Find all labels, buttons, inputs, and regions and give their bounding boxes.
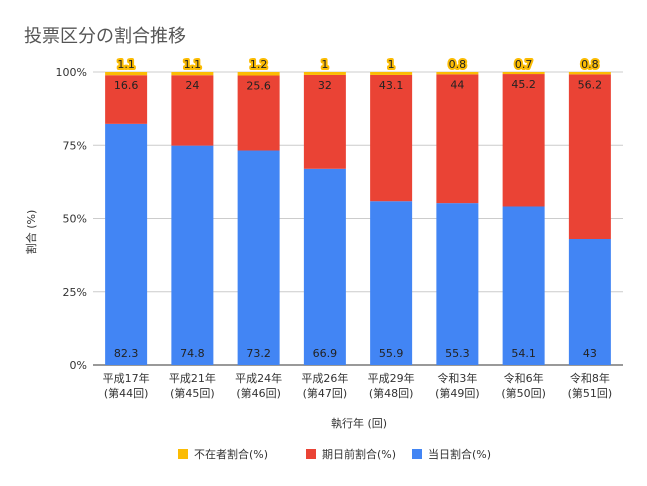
x-tick-label: (第46回) bbox=[236, 386, 281, 400]
data-label: 16.6 bbox=[114, 79, 139, 92]
x-tick-label: 令和8年 bbox=[570, 371, 610, 385]
data-label: 73.2 bbox=[246, 347, 271, 360]
data-label-halo: 1 bbox=[388, 58, 395, 71]
x-tick-label: 平成21年 bbox=[169, 371, 216, 385]
bar-segment bbox=[237, 72, 280, 76]
data-label: 1.1 bbox=[117, 58, 135, 71]
data-label: 45.2 bbox=[511, 78, 536, 91]
x-tick-label: 平成29年 bbox=[368, 371, 415, 385]
bar-segment bbox=[171, 75, 214, 146]
data-label: 66.9 bbox=[313, 347, 338, 360]
data-label: 1.1 bbox=[184, 58, 202, 71]
x-axis-ticks: 平成17年(第44回)平成21年(第45回)平成24年(第46回)平成26年(第… bbox=[103, 371, 613, 400]
data-label-halo: 1 bbox=[321, 58, 328, 71]
data-label: 55.3 bbox=[445, 347, 470, 360]
data-label: 56.2 bbox=[578, 78, 603, 91]
bar-segment bbox=[436, 203, 479, 365]
legend-swatch bbox=[178, 449, 188, 459]
bar-segment bbox=[303, 72, 346, 75]
data-label: 82.3 bbox=[114, 347, 139, 360]
y-tick-label: 25% bbox=[63, 286, 87, 299]
bar-segment bbox=[303, 168, 346, 365]
y-axis-label: 割合 (%) bbox=[24, 210, 38, 255]
data-label: 43 bbox=[583, 347, 597, 360]
data-label: 43.1 bbox=[379, 79, 404, 92]
data-label-halo: 0.8 bbox=[581, 58, 599, 71]
bar-segment bbox=[436, 72, 479, 75]
data-label-halo: 0.8 bbox=[449, 58, 467, 71]
bar-segment bbox=[568, 72, 611, 75]
bar-segment bbox=[105, 72, 148, 76]
data-label: 54.1 bbox=[511, 347, 536, 360]
x-tick-label: 平成17年 bbox=[103, 371, 150, 385]
bar-segment bbox=[502, 72, 545, 75]
legend: 不在者割合(%) 期日前割合(%) 当日割合(%) bbox=[178, 447, 491, 461]
data-label-halo: 1.1 bbox=[117, 58, 135, 71]
data-label-halo: 1.1 bbox=[184, 58, 202, 71]
data-label: 44 bbox=[450, 78, 464, 91]
data-label: 55.9 bbox=[379, 347, 404, 360]
data-label: 25.6 bbox=[246, 80, 271, 93]
x-tick-label: (第44回) bbox=[104, 386, 149, 400]
bar-segment bbox=[105, 75, 148, 124]
data-label: 1 bbox=[321, 58, 328, 71]
y-axis-ticks: 0% 25% 50% 75% 100% bbox=[56, 66, 87, 372]
x-axis-label: 執行年 (回) bbox=[331, 416, 387, 430]
data-label: 0.8 bbox=[581, 58, 599, 71]
data-label: 1.2 bbox=[250, 58, 268, 71]
bars: 82.316.61.11.174.8241.11.173.225.61.21.2… bbox=[105, 56, 611, 366]
x-tick-label: 平成26年 bbox=[301, 371, 348, 385]
data-label: 24 bbox=[185, 79, 199, 92]
legend-swatch bbox=[412, 449, 422, 459]
y-tick-label: 100% bbox=[56, 66, 87, 79]
legend-swatch bbox=[306, 449, 316, 459]
x-tick-label: 令和3年 bbox=[437, 371, 477, 385]
y-tick-label: 0% bbox=[70, 359, 87, 372]
bar-segment bbox=[171, 145, 214, 365]
data-label-halo: 0.7 bbox=[515, 58, 533, 71]
data-label: 0.7 bbox=[515, 58, 533, 71]
bar-segment bbox=[370, 74, 413, 202]
bar-segment bbox=[303, 74, 346, 169]
data-label-halo: 1.2 bbox=[250, 58, 268, 71]
y-tick-label: 75% bbox=[63, 139, 87, 152]
bar-segment bbox=[237, 150, 280, 365]
legend-label: 期日前割合(%) bbox=[322, 447, 396, 461]
x-tick-label: (第47回) bbox=[303, 386, 348, 400]
x-tick-label: (第49回) bbox=[435, 386, 480, 400]
y-tick-label: 50% bbox=[63, 213, 87, 226]
bar-segment bbox=[436, 74, 479, 204]
bar-segment bbox=[237, 75, 280, 151]
data-label: 74.8 bbox=[180, 347, 205, 360]
bar-segment bbox=[370, 72, 413, 75]
chart-title: 投票区分の割合推移 bbox=[24, 26, 186, 47]
legend-label: 不在者割合(%) bbox=[194, 447, 268, 461]
data-label: 32 bbox=[318, 79, 332, 92]
x-tick-label: (第50回) bbox=[501, 386, 546, 400]
bar-segment bbox=[568, 74, 611, 240]
x-tick-label: 平成24年 bbox=[235, 371, 282, 385]
bar-segment bbox=[370, 201, 413, 365]
bar-segment bbox=[105, 123, 148, 366]
bar-segment bbox=[171, 72, 214, 76]
x-tick-label: 令和6年 bbox=[504, 371, 544, 385]
data-label: 0.8 bbox=[449, 58, 467, 71]
data-label: 1 bbox=[388, 58, 395, 71]
x-tick-label: (第48回) bbox=[369, 386, 414, 400]
x-tick-label: (第51回) bbox=[568, 386, 613, 400]
legend-label: 当日割合(%) bbox=[428, 447, 491, 461]
bar-segment bbox=[502, 74, 545, 207]
x-tick-label: (第45回) bbox=[170, 386, 215, 400]
bar-segment bbox=[568, 239, 611, 365]
bar-segment bbox=[502, 206, 545, 365]
